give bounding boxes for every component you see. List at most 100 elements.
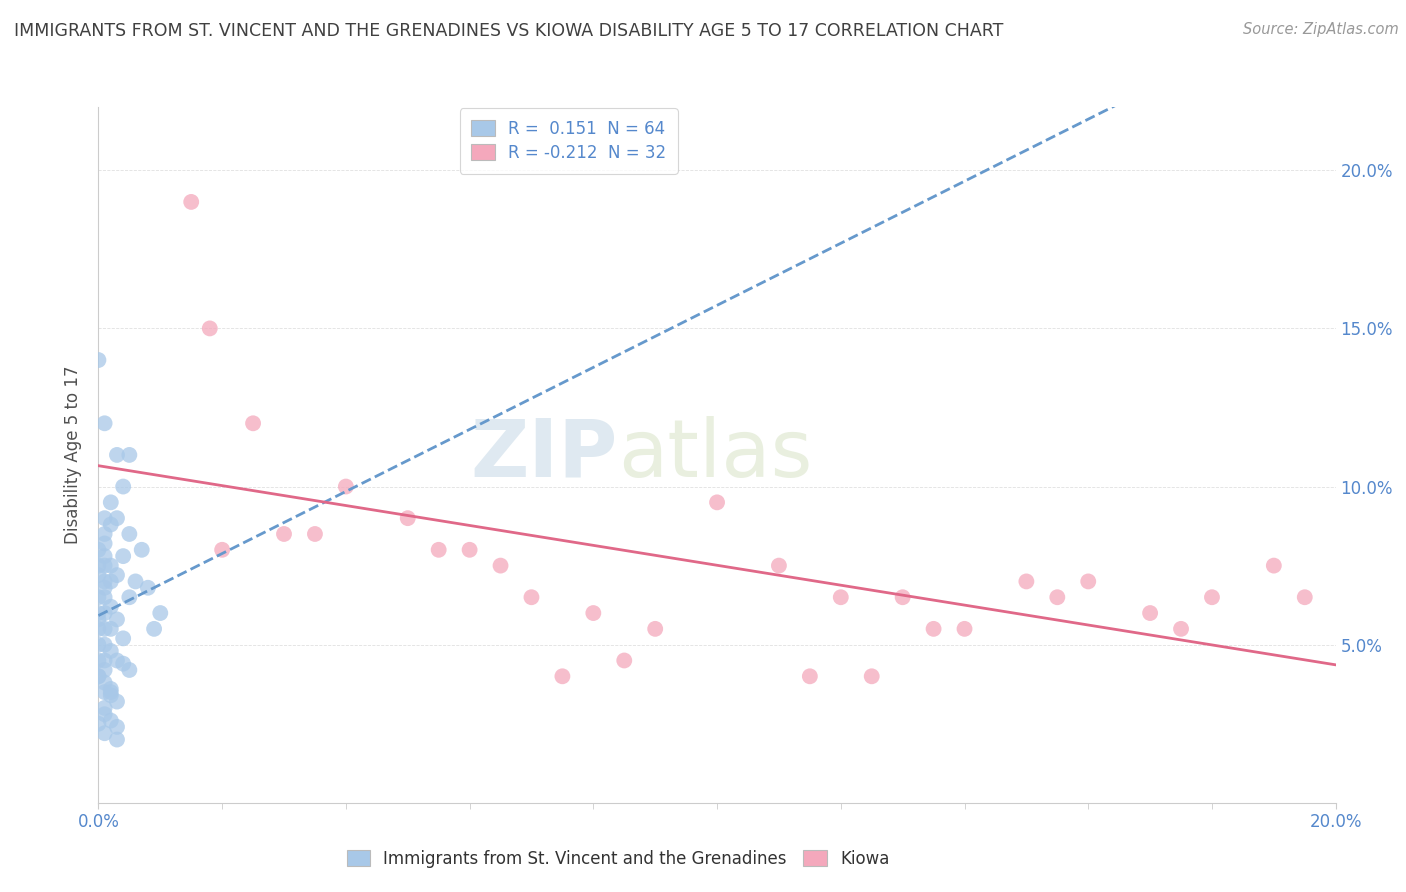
Point [93,653,115,667]
Point [1170,622,1192,636]
Point [953,622,976,636]
Point [242,417,264,431]
Point [87,606,110,620]
Point [830,591,852,605]
Point [644,622,666,636]
Point [112,549,135,563]
Point [118,448,141,462]
Point [100,714,122,728]
Point [93,511,115,525]
Point [100,599,122,614]
Point [118,591,141,605]
Point [198,321,221,335]
Point [93,622,115,636]
Point [613,653,636,667]
Point [273,527,295,541]
Point [100,517,122,532]
Point [143,622,166,636]
Point [93,685,115,699]
Point [93,726,115,740]
Text: atlas: atlas [619,416,813,494]
Point [304,527,326,541]
Point [799,669,821,683]
Point [87,558,110,573]
Point [87,568,110,582]
Point [458,542,481,557]
Legend: Immigrants from St. Vincent and the Grenadines, Kiowa: Immigrants from St. Vincent and the Gren… [340,843,896,874]
Point [1139,606,1161,620]
Point [860,669,883,683]
Point [87,669,110,683]
Point [1015,574,1038,589]
Point [112,657,135,671]
Point [112,479,135,493]
Point [87,653,110,667]
Point [180,194,202,209]
Text: Source: ZipAtlas.com: Source: ZipAtlas.com [1243,22,1399,37]
Point [427,542,450,557]
Point [105,695,128,709]
Point [93,591,115,605]
Point [124,574,146,589]
Point [136,581,159,595]
Point [93,574,115,589]
Point [100,681,122,696]
Point [87,612,110,626]
Point [149,606,172,620]
Point [93,581,115,595]
Point [87,669,110,683]
Point [1263,558,1285,573]
Point [105,568,128,582]
Point [100,685,122,699]
Point [922,622,945,636]
Point [582,606,605,620]
Point [1077,574,1099,589]
Point [105,653,128,667]
Point [105,732,128,747]
Point [93,638,115,652]
Point [87,353,110,368]
Point [87,591,110,605]
Point [100,644,122,658]
Point [93,527,115,541]
Point [87,622,110,636]
Point [93,701,115,715]
Point [87,542,110,557]
Point [93,663,115,677]
Text: IMMIGRANTS FROM ST. VINCENT AND THE GRENADINES VS KIOWA DISABILITY AGE 5 TO 17 C: IMMIGRANTS FROM ST. VINCENT AND THE GREN… [14,22,1004,40]
Point [1294,591,1316,605]
Point [118,527,141,541]
Point [87,638,110,652]
Point [100,558,122,573]
Point [768,558,790,573]
Point [93,707,115,722]
Point [100,688,122,702]
Point [396,511,419,525]
Point [131,542,153,557]
Point [489,558,512,573]
Point [100,574,122,589]
Point [112,632,135,646]
Point [706,495,728,509]
Point [100,622,122,636]
Point [105,720,128,734]
Point [1046,591,1069,605]
Point [93,675,115,690]
Y-axis label: Disability Age 5 to 17: Disability Age 5 to 17 [65,366,83,544]
Point [105,448,128,462]
Point [891,591,914,605]
Point [118,663,141,677]
Point [93,558,115,573]
Point [105,612,128,626]
Point [520,591,543,605]
Point [100,495,122,509]
Point [1201,591,1223,605]
Text: ZIP: ZIP [471,416,619,494]
Point [93,606,115,620]
Point [211,542,233,557]
Point [93,549,115,563]
Point [551,669,574,683]
Point [93,536,115,550]
Point [93,417,115,431]
Point [87,716,110,731]
